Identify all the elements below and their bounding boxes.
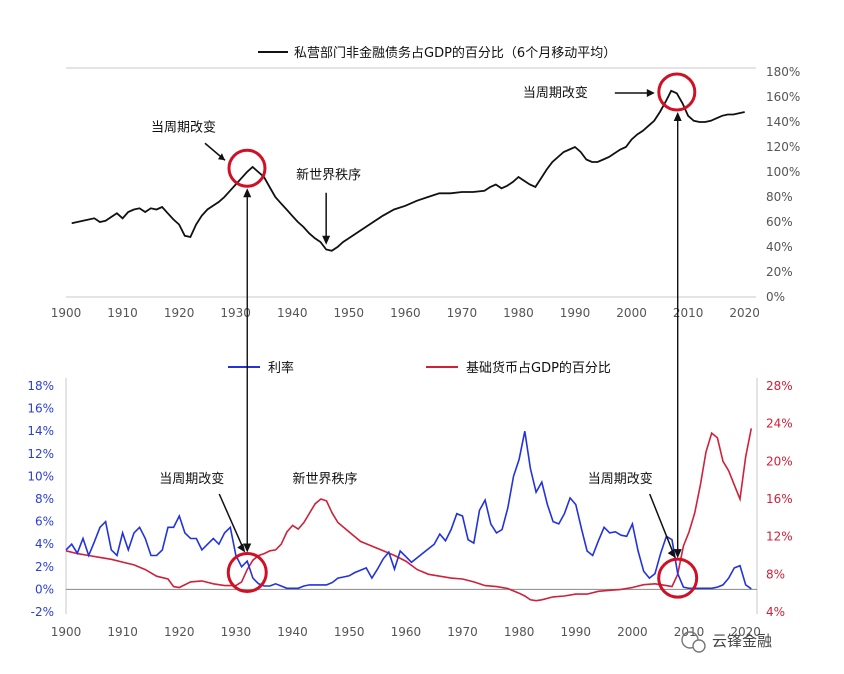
rate-legend-label: 利率 bbox=[268, 360, 294, 376]
wechat-icon bbox=[681, 631, 706, 653]
bottom-left-tick-14pct: 14% bbox=[27, 424, 54, 438]
bottom-left-tick-10pct: 10% bbox=[27, 469, 54, 483]
bottom-left-tick-4pct: 4% bbox=[35, 537, 54, 551]
bottom-right-tick-8pct: 8% bbox=[766, 567, 785, 581]
bottom-left-tick-labels: -2% 0% 2% 4% 6% 8% 10% 12% 14% 16% 18% bbox=[27, 379, 54, 619]
top-x-tick-1910: 1910 bbox=[107, 306, 138, 320]
bottom-left-tick-neg2pct: -2% bbox=[31, 605, 54, 619]
watermark-text: 云锋金融 bbox=[712, 632, 772, 650]
bottom-left-tick-6pct: 6% bbox=[35, 515, 54, 529]
bottom-left-tick-2pct: 2% bbox=[35, 560, 54, 574]
connector-arrowhead-down-1 bbox=[673, 549, 682, 559]
bottom-left-tick-12pct: 12% bbox=[27, 447, 54, 461]
bottom-annotation-arrowhead-2 bbox=[667, 549, 676, 559]
top-y-tick-160pct: 160% bbox=[766, 90, 800, 104]
bottom-x-tick-1900: 1900 bbox=[51, 625, 82, 639]
base-money-legend-label: 基础货币占GDP的百分比 bbox=[466, 360, 611, 376]
top-highlight-circle-0 bbox=[227, 148, 267, 188]
top-annotation-label-2: 当周期改变 bbox=[523, 85, 588, 101]
bottom-highlight-circle-0 bbox=[226, 551, 268, 593]
top-legend: 私营部门非金融债务占GDP的百分比（6个月移动平均） bbox=[258, 45, 616, 61]
bottom-x-tick-2020: 2020 bbox=[730, 625, 761, 639]
bottom-right-tick-labels: 4% 8% 12% 16% 20% 24% 28% bbox=[766, 379, 793, 619]
bottom-x-tick-1990: 1990 bbox=[560, 625, 591, 639]
top-y-tick-40pct: 40% bbox=[766, 240, 793, 254]
watermark: 云锋金融 bbox=[681, 631, 772, 653]
top-debt-chart: 私营部门非金融债务占GDP的百分比（6个月移动平均） 1900 1910 1920 1… bbox=[51, 45, 801, 320]
top-x-tick-1970: 1970 bbox=[447, 306, 478, 320]
debt-series-line bbox=[71, 89, 745, 252]
bottom-left-tick-16pct: 16% bbox=[27, 402, 54, 416]
bottom-x-tick-labels: 1900 1910 1920 1930 1940 1950 1960 1970 1980 1990… bbox=[51, 625, 761, 639]
bottom-annotation-arrow-2 bbox=[649, 493, 675, 555]
top-annotation-arrowhead-2 bbox=[646, 89, 655, 97]
bottom-right-tick-20pct: 20% bbox=[766, 454, 793, 468]
top-annotation-arrowhead-1 bbox=[322, 235, 331, 245]
top-x-tick-2020: 2020 bbox=[729, 306, 760, 320]
top-annotation-arrowhead-0 bbox=[217, 153, 225, 161]
bottom-x-tick-1930: 1930 bbox=[221, 625, 252, 639]
top-x-tick-1950: 1950 bbox=[334, 306, 365, 320]
top-y-tick-120pct: 120% bbox=[766, 140, 800, 154]
top-y-tick-labels: 0% 20% 40% 60% 80% 100% 120% 140% 160% 180% bbox=[766, 65, 800, 304]
top-y-tick-0pct: 0% bbox=[766, 290, 785, 304]
connector-arrowhead-down-0 bbox=[243, 543, 252, 553]
bottom-x-tick-1910: 1910 bbox=[107, 625, 138, 639]
top-legend-label: 私营部门非金融债务占GDP的百分比（6个月移动平均） bbox=[294, 45, 616, 61]
bottom-annotation-label-0: 当周期改变 bbox=[159, 471, 224, 487]
connector-arrowhead-up-1 bbox=[673, 112, 682, 121]
bottom-highlight-circle-2 bbox=[657, 557, 699, 599]
connector-arrows bbox=[243, 112, 682, 559]
bottom-annotation-arrowhead-0 bbox=[237, 543, 246, 553]
bottom-left-tick-8pct: 8% bbox=[35, 492, 54, 506]
bottom-annotation-label-1: 新世界秩序 bbox=[293, 471, 358, 487]
top-y-tick-180pct: 180% bbox=[766, 65, 800, 79]
top-x-tick-1960: 1960 bbox=[390, 306, 421, 320]
top-annotation-label-1: 新世界秩序 bbox=[296, 167, 361, 183]
bottom-x-tick-1920: 1920 bbox=[164, 625, 195, 639]
base-money-series-line bbox=[65, 428, 753, 602]
bottom-x-tick-1950: 1950 bbox=[334, 625, 365, 639]
bottom-annotations: 当周期改变 新世界秩序 当周期改变 bbox=[159, 471, 699, 599]
bottom-legend: 利率 基础货币占GDP的百分比 bbox=[228, 360, 611, 376]
connector-arrowhead-up-0 bbox=[243, 188, 252, 198]
top-y-tick-20pct: 20% bbox=[766, 265, 793, 279]
bottom-x-tick-2000: 2000 bbox=[617, 625, 648, 639]
top-x-tick-1930: 1930 bbox=[220, 306, 251, 320]
bottom-right-tick-4pct: 4% bbox=[766, 605, 785, 619]
top-y-tick-80pct: 80% bbox=[766, 190, 793, 204]
bottom-right-tick-24pct: 24% bbox=[766, 417, 793, 431]
top-y-tick-100pct: 100% bbox=[766, 165, 800, 179]
rate-series-line bbox=[65, 431, 752, 590]
bottom-x-tick-1940: 1940 bbox=[277, 625, 308, 639]
bottom-rate-chart: 利率 基础货币占GDP的百分比 1900 1910 1920 1930 1940 1950… bbox=[27, 360, 792, 639]
bottom-x-tick-1980: 1980 bbox=[504, 625, 535, 639]
bottom-annotation-arrow-0 bbox=[218, 493, 244, 549]
top-x-tick-2010: 2010 bbox=[673, 306, 704, 320]
bottom-annotation-label-2: 当周期改变 bbox=[588, 471, 653, 487]
top-x-tick-1920: 1920 bbox=[164, 306, 195, 320]
bottom-left-tick-0pct: 0% bbox=[35, 582, 54, 596]
bottom-x-tick-1960: 1960 bbox=[391, 625, 422, 639]
bottom-right-tick-12pct: 12% bbox=[766, 530, 793, 544]
top-y-tick-60pct: 60% bbox=[766, 215, 793, 229]
top-x-tick-2000: 2000 bbox=[616, 306, 647, 320]
top-x-tick-1980: 1980 bbox=[503, 306, 534, 320]
bottom-right-tick-16pct: 16% bbox=[766, 492, 793, 506]
bottom-left-tick-18pct: 18% bbox=[27, 379, 54, 393]
top-x-tick-1940: 1940 bbox=[277, 306, 308, 320]
bottom-right-tick-28pct: 28% bbox=[766, 379, 793, 393]
top-annotation-label-0: 当周期改变 bbox=[151, 119, 216, 135]
bottom-x-tick-1970: 1970 bbox=[447, 625, 478, 639]
top-highlight-circle-2 bbox=[657, 72, 697, 112]
top-x-tick-labels: 1900 1910 1920 1930 1940 1950 1960 1970 1980 1990… bbox=[51, 306, 760, 320]
top-x-tick-1900: 1900 bbox=[51, 306, 82, 320]
top-x-tick-1990: 1990 bbox=[560, 306, 591, 320]
top-y-tick-140pct: 140% bbox=[766, 115, 800, 129]
